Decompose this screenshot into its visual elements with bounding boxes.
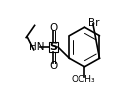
Text: Br: Br — [88, 18, 100, 28]
Bar — [49, 42, 58, 52]
Text: OCH₃: OCH₃ — [72, 75, 95, 84]
Text: O: O — [49, 61, 58, 71]
Text: HN: HN — [29, 42, 44, 52]
Text: S: S — [49, 42, 57, 52]
Text: O: O — [49, 23, 58, 33]
